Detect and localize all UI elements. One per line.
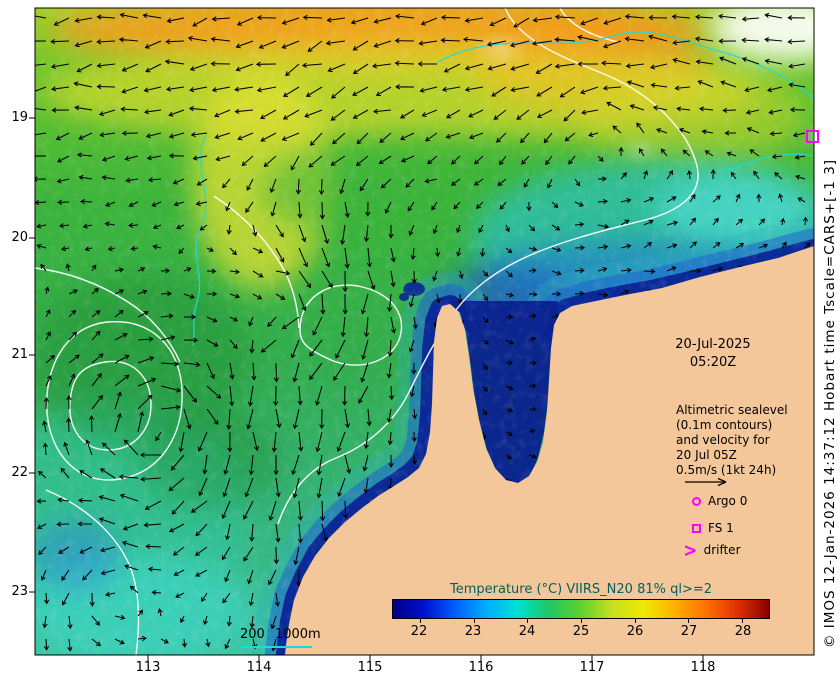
colorbar-tick-label: 22: [410, 624, 428, 639]
map-frame: [34, 7, 815, 656]
x-axis-tick-label: 114: [246, 660, 272, 675]
legend-line: Altimetric sealevel: [676, 403, 788, 417]
fs-label: FS 1: [708, 521, 734, 535]
legend-line: (0.1m contours): [676, 418, 773, 432]
legend-line: 0.5m/s (1kt 24h): [676, 463, 777, 477]
x-axis-tick-label: 118: [690, 660, 716, 675]
colorbar-gradient: [392, 599, 770, 623]
drifter-marker-icon: >: [683, 538, 698, 562]
x-axis-tick-label: 117: [579, 660, 605, 675]
altimetry-legend: Altimetric sealevel (0.1m contours) and …: [676, 403, 788, 478]
y-axis-tick-label: 19: [11, 110, 28, 125]
colorbar-tick-label: 27: [680, 624, 698, 639]
colorbar-tick: [473, 619, 475, 623]
colorbar-tick: [688, 619, 690, 623]
drifter-label: drifter: [703, 543, 741, 557]
colorbar-tick-label: 24: [518, 624, 536, 639]
argo-marker-icon: [692, 496, 701, 506]
axis-ticks: [29, 117, 704, 661]
colorbar-tick: [634, 619, 636, 623]
depth-scale-label: 200 1000m: [240, 627, 321, 642]
colorbar-tick: [419, 619, 421, 623]
legend-line: and velocity for: [676, 433, 770, 447]
copyright-vertical-text: © IMOS 12-Jan-2026 14:37:12 Hobart time …: [822, 158, 838, 648]
depth-scale-line: [240, 646, 312, 648]
colorbar-tick: [742, 619, 744, 623]
observation-time: 05:20Z: [689, 355, 737, 370]
colorbar-tick-label: 26: [626, 624, 644, 639]
observation-date: 20-Jul-2025: [675, 337, 751, 352]
x-axis-tick-label: 113: [135, 660, 161, 675]
colorbar-tick-label: 28: [734, 624, 752, 639]
colorbar-tick: [581, 619, 582, 623]
y-axis-tick-label: 23: [11, 584, 28, 599]
colorbar-tick-label: 23: [464, 624, 482, 639]
y-axis-tick-label: 21: [11, 347, 28, 362]
fs-station-marker: [806, 130, 819, 143]
sealevel-contours: [35, 8, 699, 655]
argo-label: Argo 0: [708, 494, 748, 508]
land-shape: [285, 246, 814, 655]
colorbar-title: Temperature (°C) VIIRS_N20 81% ql>=2: [449, 582, 713, 597]
observation-datetime: 20-Jul-2025 05:20Z: [653, 336, 773, 372]
bathymetry-contours: [192, 31, 814, 347]
drifter-legend-row: > drifter: [683, 538, 741, 562]
y-axis-tick-label: 20: [11, 230, 28, 245]
legend-line: 20 Jul 05Z: [676, 448, 737, 462]
x-axis-tick-label: 115: [357, 660, 383, 675]
colorbar-tick-label: 25: [572, 624, 590, 639]
velocity-scale-arrow: [685, 477, 727, 487]
argo-legend-row: Argo 0: [692, 494, 747, 508]
fs-legend-row: FS 1: [692, 521, 734, 535]
fs-marker-icon: [692, 523, 701, 533]
y-axis-tick-label: 22: [11, 465, 28, 480]
x-axis-tick-label: 116: [468, 660, 494, 675]
colorbar-tick: [527, 619, 529, 623]
